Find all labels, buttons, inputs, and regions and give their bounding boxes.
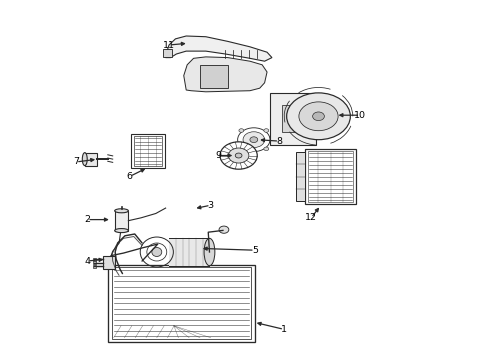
Circle shape	[264, 147, 269, 150]
Bar	[200, 65, 228, 88]
Bar	[103, 256, 115, 269]
Bar	[308, 151, 353, 202]
Bar	[93, 261, 96, 264]
Ellipse shape	[115, 229, 128, 233]
Text: 11: 11	[163, 40, 175, 49]
Polygon shape	[166, 36, 272, 61]
Bar	[85, 153, 97, 166]
Text: 3: 3	[208, 201, 214, 210]
Circle shape	[299, 102, 338, 131]
Text: 7: 7	[73, 157, 79, 166]
Circle shape	[313, 112, 324, 121]
Bar	[115, 211, 128, 231]
Circle shape	[239, 147, 244, 150]
Ellipse shape	[82, 153, 87, 166]
Ellipse shape	[115, 209, 128, 213]
Circle shape	[250, 137, 258, 143]
Text: 4: 4	[84, 256, 90, 265]
Bar	[108, 265, 255, 342]
Circle shape	[235, 153, 242, 158]
Circle shape	[287, 93, 350, 140]
Text: 2: 2	[84, 215, 90, 224]
Bar	[131, 134, 165, 168]
Bar	[270, 93, 316, 145]
Text: 9: 9	[215, 151, 221, 160]
Ellipse shape	[204, 238, 215, 266]
Text: 8: 8	[276, 136, 282, 145]
Bar	[305, 149, 356, 204]
Ellipse shape	[219, 226, 229, 233]
Bar	[93, 258, 96, 261]
Bar	[112, 267, 251, 339]
Circle shape	[220, 142, 257, 169]
Text: 5: 5	[252, 246, 258, 255]
Circle shape	[264, 129, 269, 132]
Circle shape	[243, 132, 265, 148]
Bar	[282, 105, 305, 132]
Text: 12: 12	[305, 213, 317, 222]
Circle shape	[239, 129, 244, 132]
Bar	[163, 49, 172, 57]
Circle shape	[228, 148, 249, 163]
Polygon shape	[184, 57, 267, 92]
Text: 10: 10	[354, 111, 366, 120]
Text: 6: 6	[127, 172, 133, 181]
Bar	[296, 152, 305, 201]
Text: 1: 1	[281, 325, 287, 334]
Ellipse shape	[152, 248, 162, 256]
Bar	[169, 238, 210, 266]
Bar	[93, 265, 96, 268]
Bar	[134, 136, 162, 166]
